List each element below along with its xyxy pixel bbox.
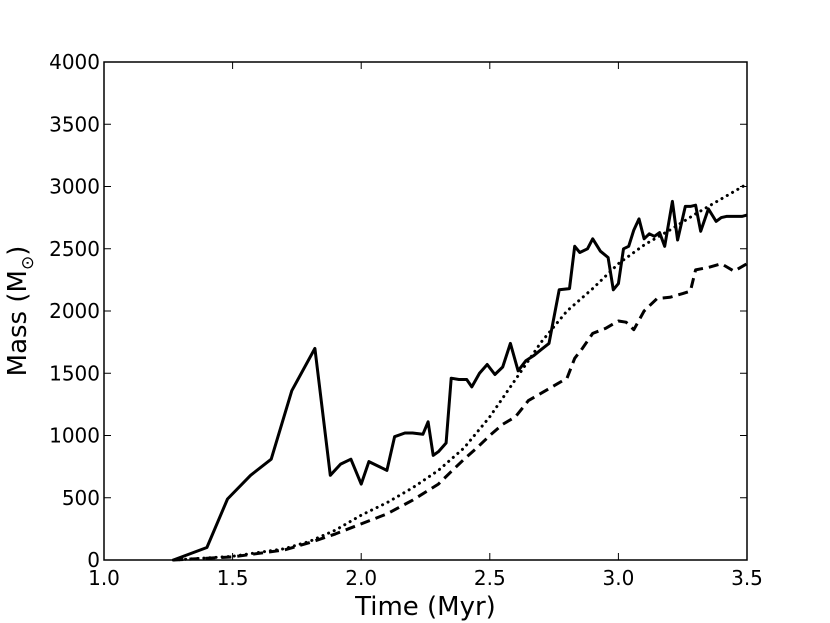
series-line-dashed [173, 262, 748, 562]
y-tick-label: 1000 [49, 424, 100, 448]
x-tick-label: 1.0 [88, 566, 120, 590]
x-tick-label: 3.0 [602, 566, 634, 590]
y-tick-label: 2500 [49, 237, 100, 261]
y-tick-label: 3500 [49, 112, 100, 136]
x-tick-label: 2.0 [345, 566, 377, 590]
y-tick-label: 500 [62, 486, 100, 510]
x-axis-label: Time (Myr) [354, 592, 496, 622]
y-tick-label: 3000 [49, 175, 100, 199]
y-tick-label: 1500 [49, 361, 100, 385]
ticks-layer: 1.0 1.5 2.0 2.5 3.0 3.5 0 500 1000 1500 2000 2500 30… [49, 50, 763, 590]
series-line-dotted [171, 182, 749, 562]
y-axis-label: Mass (M⊙) [3, 246, 38, 377]
series-line-solid [172, 199, 748, 562]
y-tick-label: 0 [87, 548, 100, 572]
plot-frame [103, 61, 748, 561]
series-layer [171, 182, 749, 562]
y-tick-label: 4000 [49, 50, 100, 74]
x-tick-label: 2.5 [474, 566, 506, 590]
x-tick-label: 3.5 [731, 566, 763, 590]
y-tick-label: 2000 [49, 299, 100, 323]
x-tick-label: 1.5 [217, 566, 249, 590]
plot-area [104, 62, 747, 560]
